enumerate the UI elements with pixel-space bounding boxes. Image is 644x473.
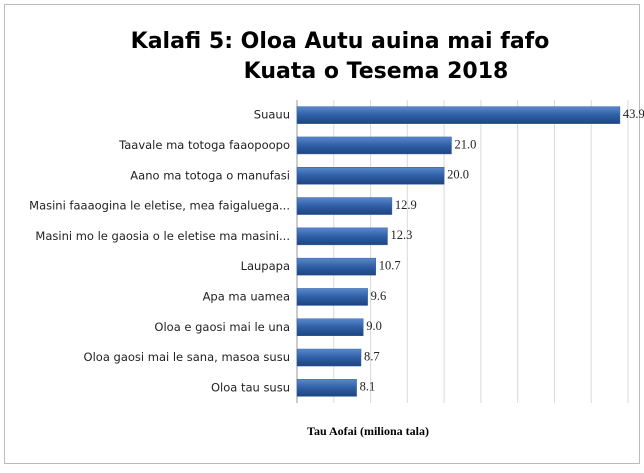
bar xyxy=(296,167,445,185)
value-label: 12.3 xyxy=(390,228,412,242)
y-tick-label: Apa ma uamea xyxy=(203,289,290,303)
bar xyxy=(296,318,364,336)
y-tick-label: Oloa e gaosi mai le una xyxy=(154,320,290,334)
chart-subtitle: Kuata o Tesema 2018 xyxy=(244,59,509,84)
value-label: 8.1 xyxy=(360,380,376,394)
value-label: 21.0 xyxy=(454,137,476,151)
y-tick-label: Oloa gaosi mai le sana, masoa susu xyxy=(84,350,290,364)
bar xyxy=(296,136,452,155)
value-label: 8.7 xyxy=(364,349,380,363)
y-tick-label: Oloa tau susu xyxy=(211,380,290,394)
bar xyxy=(296,348,362,367)
x-axis-label: Tau Aofai (miliona tala) xyxy=(307,424,429,438)
bar xyxy=(296,227,388,246)
y-tick-label: Aano ma totoga o manufasi xyxy=(130,168,290,182)
y-tick-label: Taavale ma totoga faaopoopo xyxy=(118,138,290,152)
bar xyxy=(296,197,393,215)
chart-title: Kalafi 5: Oloa Autu auina mai fafo xyxy=(131,29,550,54)
bar xyxy=(296,379,357,397)
value-label: 9.6 xyxy=(371,289,387,303)
y-tick-label: Suauu xyxy=(254,108,290,122)
value-label: 12.9 xyxy=(395,198,417,212)
value-label: 43.9 xyxy=(623,107,644,121)
bar xyxy=(296,288,368,306)
value-label: 9.0 xyxy=(366,319,382,333)
bar xyxy=(296,106,621,124)
bar xyxy=(296,257,376,276)
y-tick-label: Laupapa xyxy=(241,259,290,273)
y-tick-label: Masini mo le gaosia o le eletise ma masi… xyxy=(35,229,290,243)
value-label: 10.7 xyxy=(379,259,401,273)
y-tick-label: Masini faaaogina le eletise, mea faigalu… xyxy=(29,199,290,213)
value-label: 20.0 xyxy=(447,168,469,182)
